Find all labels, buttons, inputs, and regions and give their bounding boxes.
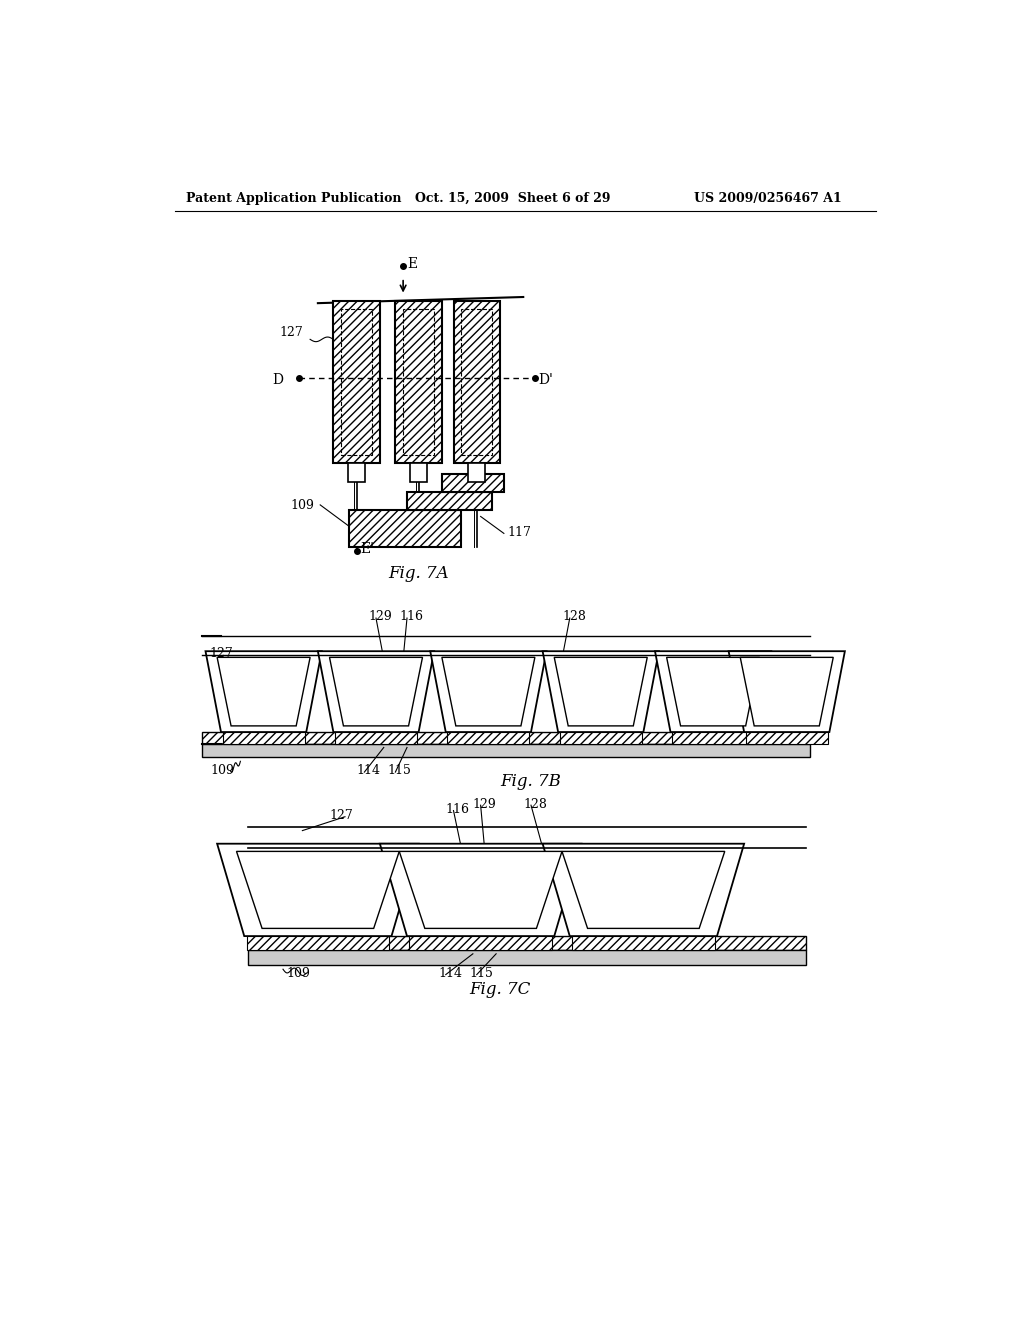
- Text: Fig. 7A: Fig. 7A: [388, 565, 449, 582]
- Text: 128: 128: [523, 797, 547, 810]
- Text: 117: 117: [508, 525, 531, 539]
- Text: 127: 127: [280, 326, 303, 338]
- Bar: [202, 743, 810, 758]
- Polygon shape: [206, 651, 322, 733]
- Polygon shape: [442, 657, 535, 726]
- Text: 115: 115: [469, 968, 493, 979]
- Polygon shape: [554, 657, 647, 726]
- Text: E: E: [408, 256, 418, 271]
- Text: 109: 109: [287, 968, 310, 979]
- Bar: [202, 733, 810, 743]
- Text: D: D: [272, 374, 283, 387]
- Bar: [349, 511, 461, 548]
- Text: US 2009/0256467 A1: US 2009/0256467 A1: [693, 191, 842, 205]
- Text: D': D': [539, 374, 554, 387]
- Polygon shape: [543, 651, 658, 733]
- Polygon shape: [667, 657, 760, 726]
- Bar: [442, 474, 504, 492]
- Bar: [468, 462, 485, 482]
- Text: 129: 129: [369, 610, 392, 623]
- Text: 114: 114: [438, 968, 462, 979]
- Polygon shape: [410, 936, 552, 950]
- Polygon shape: [572, 936, 715, 950]
- Bar: [395, 301, 442, 462]
- Polygon shape: [447, 733, 529, 743]
- Polygon shape: [330, 657, 423, 726]
- Text: 127: 127: [330, 809, 353, 822]
- Polygon shape: [655, 651, 771, 733]
- Polygon shape: [543, 843, 744, 936]
- Text: 114: 114: [356, 764, 381, 777]
- Polygon shape: [217, 657, 310, 726]
- Polygon shape: [380, 843, 582, 936]
- Bar: [341, 309, 372, 455]
- Text: 109: 109: [291, 499, 314, 512]
- Bar: [407, 492, 493, 511]
- Polygon shape: [317, 651, 434, 733]
- Text: Patent Application Publication: Patent Application Publication: [186, 191, 401, 205]
- Polygon shape: [560, 733, 642, 743]
- Text: 115: 115: [388, 764, 412, 777]
- Polygon shape: [729, 651, 845, 733]
- Polygon shape: [217, 843, 419, 936]
- Bar: [334, 301, 380, 462]
- Polygon shape: [562, 851, 725, 928]
- Polygon shape: [672, 733, 755, 743]
- Polygon shape: [335, 733, 417, 743]
- Bar: [248, 950, 806, 965]
- Polygon shape: [399, 851, 562, 928]
- Bar: [454, 301, 500, 462]
- Polygon shape: [745, 733, 827, 743]
- Bar: [461, 309, 493, 455]
- Text: 128: 128: [562, 610, 586, 623]
- Polygon shape: [740, 657, 834, 726]
- Bar: [410, 462, 427, 482]
- Polygon shape: [247, 936, 389, 950]
- Text: Fig. 7C: Fig. 7C: [469, 981, 530, 998]
- Bar: [403, 309, 434, 455]
- Text: 109: 109: [211, 764, 234, 777]
- Polygon shape: [430, 651, 547, 733]
- Text: Fig. 7B: Fig. 7B: [501, 774, 561, 789]
- Text: Oct. 15, 2009  Sheet 6 of 29: Oct. 15, 2009 Sheet 6 of 29: [415, 191, 610, 205]
- Polygon shape: [222, 733, 305, 743]
- Polygon shape: [237, 851, 399, 928]
- Text: 129: 129: [473, 797, 497, 810]
- Text: 116: 116: [399, 610, 423, 623]
- Text: 127: 127: [209, 647, 233, 660]
- Bar: [348, 462, 366, 482]
- Text: 116: 116: [445, 803, 470, 816]
- Bar: [248, 936, 806, 950]
- Text: E': E': [360, 541, 375, 556]
